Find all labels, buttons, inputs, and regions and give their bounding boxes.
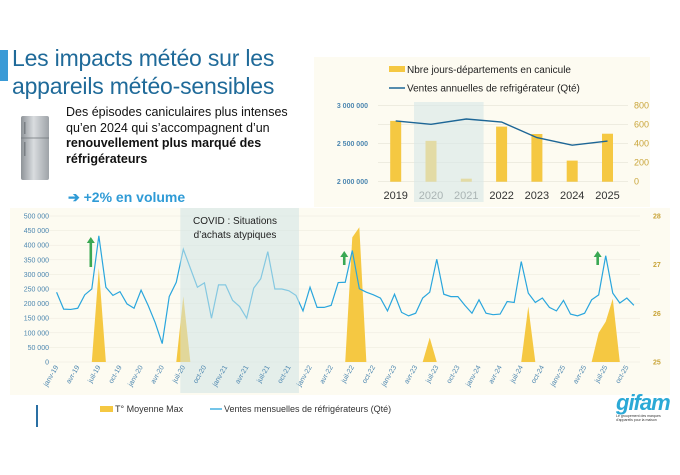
- x-tick-label: avr-25: [572, 364, 588, 385]
- x-tick-label: avr-20: [150, 364, 166, 385]
- title-accent-bar: [0, 50, 8, 81]
- left-axis-tick: 500 000: [24, 214, 49, 221]
- description-regular: Des épisodes caniculaires plus intenses …: [66, 105, 288, 135]
- legend-label-bar: Nbre jours-départements en canicule: [407, 65, 571, 76]
- year-label-2020: 2020: [419, 190, 443, 202]
- x-tick-label: juil-25: [594, 364, 610, 385]
- left-axis-tick: 300 000: [24, 272, 49, 279]
- x-tick-label: juil-23: [425, 364, 441, 385]
- logo-subtitle: Le groupement des marques d'appareils po…: [616, 414, 661, 422]
- annual-chart: 0 200 400 600 800 2 000 000 2 500 000 3 000 000…: [337, 101, 649, 202]
- right-axis-tick: 800: [634, 101, 649, 111]
- left-axis-tick: 200 000: [24, 301, 49, 308]
- covid-annotation-line1: COVID : Situations: [193, 216, 277, 227]
- monthly-legend: T° Moyenne Max Ventes mensuelles de réfr…: [100, 404, 391, 414]
- bar-2023: [531, 134, 543, 182]
- left-axis-tick: 2 500 000: [337, 141, 368, 148]
- year-label-2023: 2023: [525, 190, 549, 202]
- left-axis-tick: 150 000: [24, 316, 49, 323]
- gifam-logo: gifam Le groupement des marques d'appare…: [616, 390, 676, 423]
- right-axis-tick: 0: [634, 177, 639, 187]
- x-tick-label: juil-22: [340, 364, 356, 385]
- x-tick-label: juil-19: [87, 364, 103, 385]
- legend-label-line: Ventes annuelles de refrigérateur (Qté): [407, 84, 580, 95]
- x-tick-label: avr-22: [319, 364, 335, 385]
- right-axis-tick: 28: [653, 214, 661, 221]
- x-tick-label: oct-19: [108, 364, 124, 384]
- year-label-2022: 2022: [489, 190, 513, 202]
- x-tick-label: janv-20: [127, 364, 145, 388]
- right-axis-tick: 25: [653, 360, 661, 367]
- volume-highlight: ➔ +2% en volume: [68, 189, 185, 206]
- right-axis-tick: 26: [653, 311, 661, 318]
- monthly-chart: 0 50 000 100 000 150 000 200 000 250 000 300 0…: [24, 208, 661, 393]
- x-tick-label: janv-19: [42, 364, 60, 388]
- x-tick-label: janv-25: [549, 364, 567, 388]
- left-axis-tick: 0: [45, 360, 49, 367]
- monthly-sales-line: [56, 235, 635, 344]
- left-axis-tick: 3 000 000: [337, 103, 368, 110]
- left-axis-tick: 400 000: [24, 243, 49, 250]
- legend-swatch-bar: [389, 66, 405, 72]
- bar-2019: [390, 120, 402, 182]
- covid-annotation-line2: d’achats atypiques: [194, 230, 277, 241]
- logo-wordmark: gifam: [616, 390, 671, 415]
- right-axis-tick: 600: [634, 120, 649, 130]
- covid-shaded-band: [414, 102, 484, 202]
- x-tick-label: oct-23: [446, 364, 462, 384]
- x-tick-label: janv-23: [380, 364, 398, 388]
- up-arrow-head-icon: [86, 237, 95, 243]
- x-tick-label: juil-24: [509, 364, 525, 385]
- x-tick-label: oct-25: [615, 364, 631, 384]
- left-axis-tick: 2 000 000: [337, 179, 368, 186]
- x-tick-label: oct-22: [361, 364, 377, 384]
- arrow-right-icon: ➔: [68, 189, 80, 205]
- left-axis-tick: 250 000: [24, 287, 49, 294]
- title-line-1: Les impacts météo sur les: [12, 45, 275, 71]
- x-tick-label: avr-23: [403, 364, 419, 385]
- title-line-2: appareils météo-sensibles: [12, 73, 275, 99]
- right-axis-tick: 200: [634, 158, 649, 168]
- x-tick-label: janv-24: [465, 364, 483, 388]
- x-tick-label: avr-19: [65, 364, 81, 385]
- legend-swatch-area: [100, 406, 113, 412]
- up-arrow-head-icon: [593, 251, 602, 257]
- bar-2024: [566, 160, 578, 182]
- year-label-2025: 2025: [595, 190, 619, 202]
- description-text: Des épisodes caniculaires plus intenses …: [66, 105, 306, 167]
- bar-2025: [602, 133, 613, 182]
- legend-label-area: T° Moyenne Max: [115, 404, 184, 414]
- covid-shaded-band: [180, 208, 299, 393]
- legend-label-line: Ventes mensuelles de réfrigérateurs (Qté…: [224, 404, 391, 414]
- refrigerator-icon: [21, 116, 49, 180]
- annual-sales-line: [395, 118, 608, 146]
- monthly-chart-panel: [10, 208, 670, 395]
- bar-2022: [496, 126, 508, 182]
- year-label-2024: 2024: [560, 190, 584, 202]
- x-tick-label: avr-24: [488, 364, 504, 385]
- up-arrow-head-icon: [340, 251, 349, 257]
- left-axis-tick: 350 000: [24, 257, 49, 264]
- volume-highlight-text: +2% en volume: [83, 189, 186, 205]
- left-axis-tick: 450 000: [24, 228, 49, 235]
- year-label-2019: 2019: [383, 190, 407, 202]
- right-axis-tick: 27: [653, 262, 661, 269]
- annual-legend: Nbre jours-départements en canicule Vent…: [389, 65, 580, 95]
- description-bold: renouvellement plus marqué des réfrigéra…: [66, 136, 262, 166]
- x-tick-label: oct-24: [530, 364, 546, 384]
- year-label-2021: 2021: [454, 190, 478, 202]
- left-axis-tick: 100 000: [24, 330, 49, 337]
- left-axis-tick: 50 000: [28, 345, 50, 352]
- page-title: Les impacts météo sur les appareils mété…: [12, 44, 274, 100]
- divider-line: [36, 405, 38, 427]
- right-axis-tick: 400: [634, 139, 649, 149]
